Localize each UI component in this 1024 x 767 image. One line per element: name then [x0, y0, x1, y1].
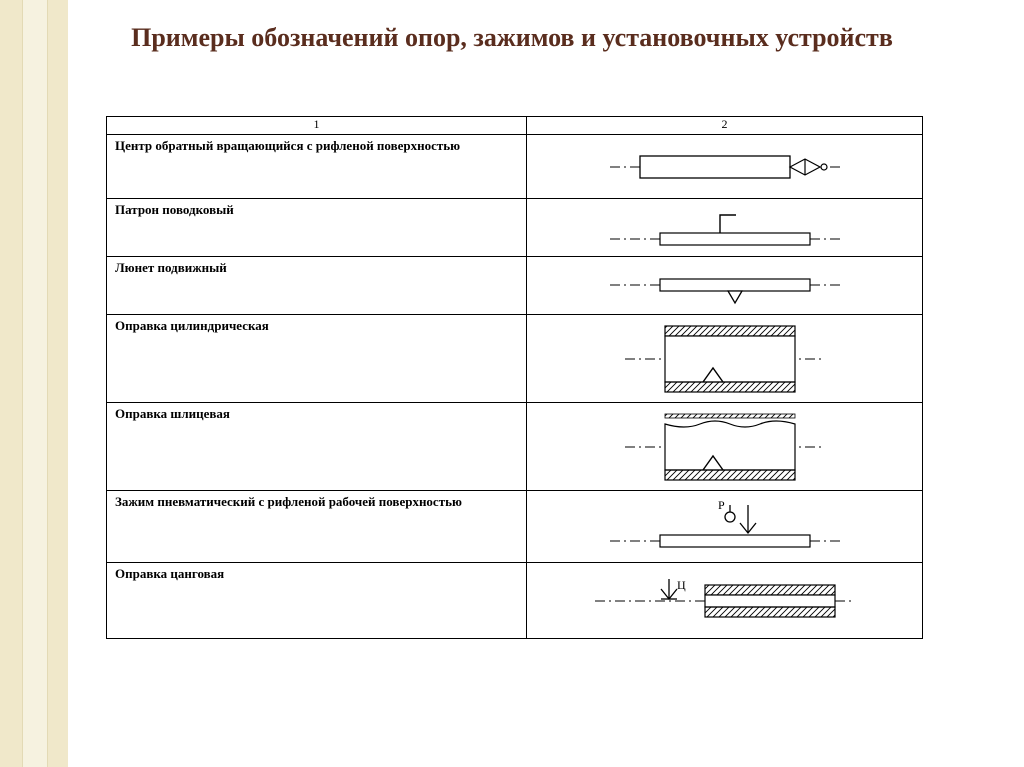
page-title: Примеры обозначений опор, зажимов и уста… [0, 22, 1024, 55]
symbol-reverse-center-icon [610, 144, 840, 190]
table-header-row: 1 2 [107, 117, 923, 135]
slide-side-decoration [0, 0, 68, 767]
row-symbol: Ц [527, 563, 923, 639]
symbols-table: 1 2 Центр обратный вращающийся с рифлено… [106, 116, 923, 639]
row-label: Патрон поводковый [107, 199, 527, 257]
row-symbol [527, 199, 923, 257]
row-symbol: P [527, 491, 923, 563]
row-label: Оправка цанговая [107, 563, 527, 639]
row-label: Люнет подвижный [107, 257, 527, 315]
col-header-2: 2 [527, 117, 923, 135]
row-label: Оправка цилиндрическая [107, 315, 527, 403]
row-label: Зажим пневматический с рифленой рабочей … [107, 491, 527, 563]
svg-text:P: P [718, 498, 725, 512]
row-symbol [527, 315, 923, 403]
table-row: Оправка цилиндрическая [107, 315, 923, 403]
symbol-pneumatic-clamp-icon: P [610, 497, 840, 557]
row-label: Оправка шлицевая [107, 403, 527, 491]
row-symbol [527, 257, 923, 315]
table-row: Центр обратный вращающийся с рифленой по… [107, 135, 923, 199]
table-row: Оправка цанговая Ц [107, 563, 923, 639]
row-label: Центр обратный вращающийся с рифленой по… [107, 135, 527, 199]
row-symbol [527, 403, 923, 491]
row-symbol [527, 135, 923, 199]
symbol-cylindrical-mandrel-icon [625, 320, 825, 398]
symbol-steady-rest-icon [610, 263, 840, 309]
symbol-drive-chuck-icon [610, 205, 840, 251]
symbols-table-container: 1 2 Центр обратный вращающийся с рифлено… [106, 116, 922, 639]
symbol-collet-mandrel-icon: Ц [595, 573, 855, 629]
svg-text:Ц: Ц [677, 578, 686, 592]
table-row: Оправка шлицевая [107, 403, 923, 491]
table-row: Патрон поводковый [107, 199, 923, 257]
table-row: Зажим пневматический с рифленой рабочей … [107, 491, 923, 563]
col-header-1: 1 [107, 117, 527, 135]
table-row: Люнет подвижный [107, 257, 923, 315]
symbol-splined-mandrel-icon [625, 408, 825, 486]
